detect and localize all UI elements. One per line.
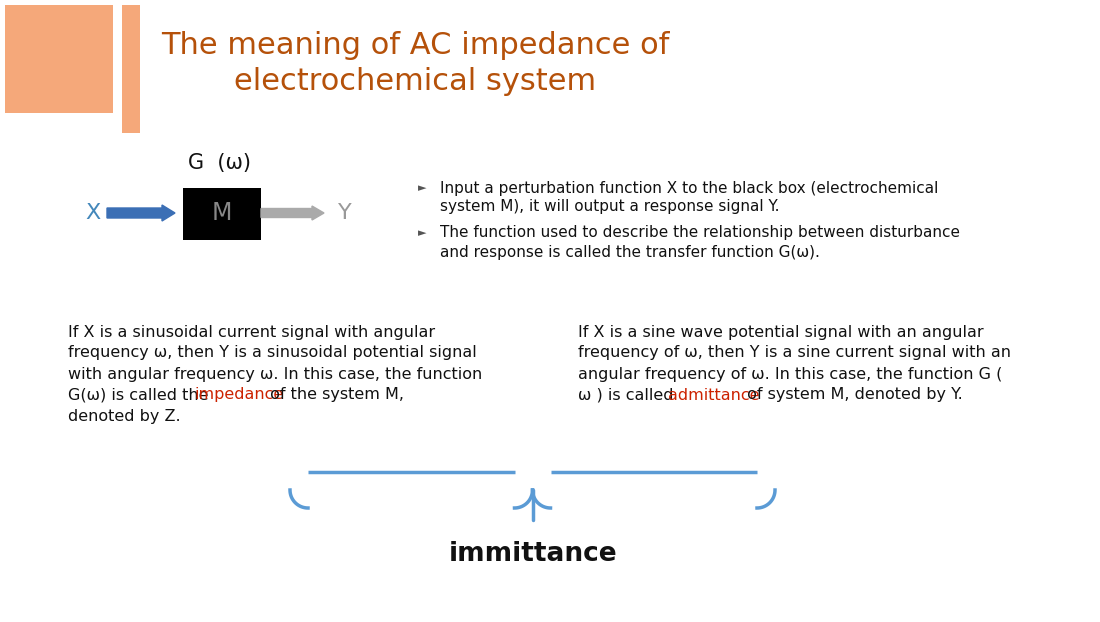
Text: Input a perturbation function X to the black box (electrochemical: Input a perturbation function X to the b… [440,180,938,195]
Text: M: M [212,201,232,225]
Text: denoted by Z.: denoted by Z. [68,409,180,424]
Bar [183,188,261,240]
FancyArrow shape [261,206,324,220]
Text: Y: Y [338,203,352,223]
Text: admittance: admittance [668,388,759,402]
Text: ω ) is called: ω ) is called [578,388,679,402]
Text: ►: ► [418,228,427,238]
Bar [6,5,113,113]
Text: impedance: impedance [195,388,284,402]
Text: frequency of ω, then Y is a sine current signal with an: frequency of ω, then Y is a sine current… [578,345,1011,361]
Text: ►: ► [418,183,427,193]
Text: The function used to describe the relationship between disturbance: The function used to describe the relati… [440,226,960,241]
Text: of the system M,: of the system M, [265,388,404,402]
Text: G  (ω): G (ω) [188,153,252,173]
Text: angular frequency of ω. In this case, the function G (: angular frequency of ω. In this case, th… [578,366,1002,381]
Text: If X is a sinusoidal current signal with angular: If X is a sinusoidal current signal with… [68,325,436,340]
Text: The meaning of AC impedance of: The meaning of AC impedance of [161,30,669,60]
Text: G(ω) is called the: G(ω) is called the [68,388,213,402]
Text: frequency ω, then Y is a sinusoidal potential signal: frequency ω, then Y is a sinusoidal pote… [68,345,476,361]
Text: system M), it will output a response signal Y.: system M), it will output a response sig… [440,200,780,215]
Text: immittance: immittance [449,541,617,567]
FancyArrow shape [107,205,175,221]
Text: of system M, denoted by Y.: of system M, denoted by Y. [742,388,962,402]
Text: If X is a sine wave potential signal with an angular: If X is a sine wave potential signal wit… [578,325,983,340]
Text: and response is called the transfer function G(ω).: and response is called the transfer func… [440,244,820,259]
Text: X: X [86,203,100,223]
Text: electrochemical system: electrochemical system [234,68,596,96]
Text: with angular frequency ω. In this case, the function: with angular frequency ω. In this case, … [68,366,482,381]
Bar [122,5,140,133]
